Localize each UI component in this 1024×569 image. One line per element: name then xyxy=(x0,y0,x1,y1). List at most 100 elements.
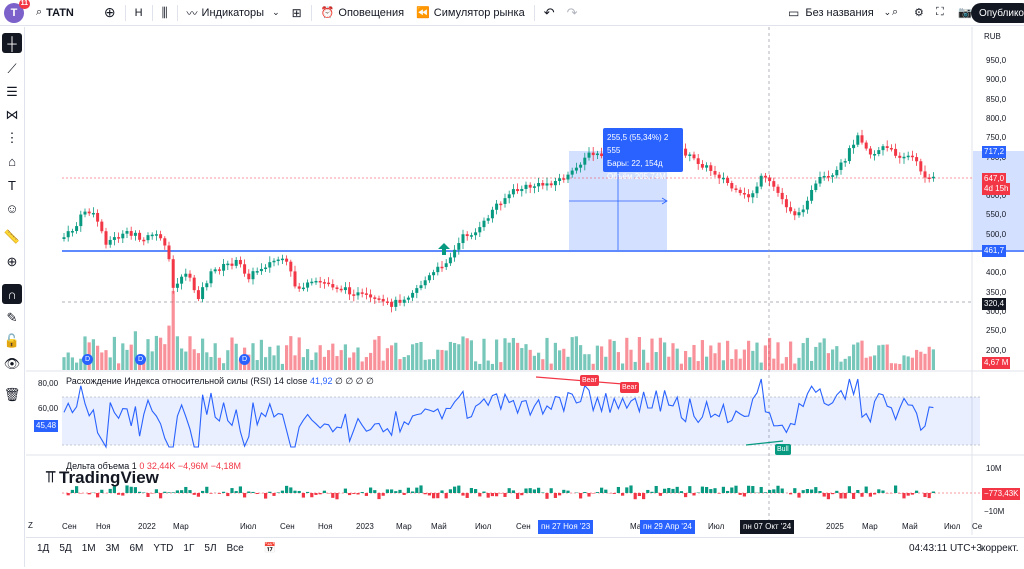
tradingview-logo[interactable]: ⫪ TradingView xyxy=(46,468,159,488)
delta-bar xyxy=(810,489,814,493)
redo-icon: ↷ xyxy=(566,4,578,20)
avatar[interactable]: T 11 xyxy=(4,0,30,23)
candle-body xyxy=(276,259,280,262)
zoom-icon[interactable]: ⊕ xyxy=(6,254,18,269)
undo-button[interactable]: ↶ xyxy=(538,0,561,26)
candle-body xyxy=(805,200,809,210)
volume-bar xyxy=(117,363,121,370)
brush-icon[interactable]: ⌂ xyxy=(8,153,16,169)
range-button[interactable]: YTD xyxy=(153,543,174,554)
date-range-button[interactable]: 📅 xyxy=(259,543,281,554)
range-button[interactable]: 6М xyxy=(129,543,144,554)
alerts-button[interactable]: ⏰ Оповещения xyxy=(315,0,410,26)
candle-body xyxy=(574,167,578,171)
candle-body xyxy=(558,178,562,181)
volume-bar xyxy=(205,352,209,370)
delta-params: 1 xyxy=(131,461,137,471)
pencil-lock-icon[interactable]: ✎ xyxy=(6,310,18,325)
magnet-icon[interactable]: ∩ xyxy=(2,284,22,304)
pattern-icon[interactable]: ⋈ xyxy=(5,107,19,122)
range-button[interactable]: 3М xyxy=(105,543,120,554)
fullscreen-button[interactable]: ⛶ xyxy=(930,0,950,26)
delta-bar xyxy=(553,493,557,498)
delta-bar xyxy=(343,488,347,493)
dividend-marker[interactable]: D xyxy=(82,354,93,365)
candle-body xyxy=(747,194,751,198)
templates-button[interactable]: ⊞ xyxy=(286,0,308,26)
volume-bar xyxy=(490,363,494,370)
candle-body xyxy=(205,283,209,288)
candle-body xyxy=(709,165,713,171)
candle-body xyxy=(209,271,213,284)
adjust-toggle[interactable]: коррект. xyxy=(981,543,1019,554)
zoom-z-icon[interactable]: Z xyxy=(28,521,33,530)
indicators-button[interactable]: 〰 Индикаторы ⌄ xyxy=(181,0,286,26)
volume-bar xyxy=(91,339,95,370)
delta-bar xyxy=(780,488,784,493)
candle-body xyxy=(499,203,503,206)
countdown-tag: 4d 15h xyxy=(982,183,1011,195)
replay-button[interactable]: ⏪ Симулятор рынка xyxy=(410,0,531,26)
volume-bar xyxy=(789,341,793,370)
layout-name: Без названия xyxy=(805,6,874,19)
emoji-icon[interactable]: ☺ xyxy=(5,200,19,216)
delta-bar xyxy=(738,493,742,495)
candle-body xyxy=(285,258,289,262)
quick-search-button[interactable]: ⌕ xyxy=(886,0,904,26)
delta-bar xyxy=(805,488,809,493)
delta-bar xyxy=(650,491,654,493)
currency-label[interactable]: RUB xyxy=(984,32,1001,41)
eye-icon[interactable]: 👁 xyxy=(3,356,21,371)
layout-button[interactable]: ▭ Без названия ⌄ xyxy=(782,0,897,26)
candle-body xyxy=(62,237,66,239)
gear-icon: ⚙ xyxy=(914,7,924,19)
volume-bar xyxy=(423,359,427,370)
trend-line-icon[interactable]: ⟋ xyxy=(7,61,17,76)
rewind-icon: ⏪ xyxy=(416,7,430,19)
interval-button[interactable]: H xyxy=(129,0,149,26)
volume-bar xyxy=(301,357,305,370)
chart-canvas[interactable] xyxy=(26,27,1024,535)
crosshair-icon[interactable]: ┼ xyxy=(2,33,22,53)
symbol-search[interactable]: ⌕ TATN xyxy=(30,0,80,26)
rsi-legend[interactable]: Расхождение Индекса относительной силы (… xyxy=(66,376,374,387)
publish-button[interactable]: Опублико xyxy=(970,3,1024,23)
delta-bar xyxy=(604,489,608,493)
range-button[interactable]: 1М xyxy=(81,543,96,554)
range-button[interactable]: 1Г xyxy=(183,543,195,554)
dividend-marker[interactable]: D xyxy=(135,354,146,365)
range-button[interactable]: 1Д xyxy=(37,543,50,554)
ruler-icon[interactable]: 📏 xyxy=(3,229,21,244)
delta-axis-top: 10M xyxy=(986,464,1002,473)
range-button[interactable]: Все xyxy=(226,543,244,554)
dividend-marker[interactable]: D xyxy=(239,354,250,365)
lock-icon[interactable]: 🔓 xyxy=(3,333,21,348)
delta-bar xyxy=(511,490,515,493)
price-tick: 800,0 xyxy=(986,113,1007,123)
text-icon[interactable]: T xyxy=(8,177,16,193)
delta-bar xyxy=(201,490,205,493)
chart-pane[interactable]: RUB 950,0900,0850,0800,0750,0700,0650,06… xyxy=(26,27,1024,535)
candle-body xyxy=(175,283,179,288)
delta-bar xyxy=(465,493,469,498)
trash-icon[interactable]: 🗑 xyxy=(3,387,21,402)
chart-type-button[interactable]: ⫼ xyxy=(156,0,174,26)
redo-button[interactable]: ↷ xyxy=(561,0,584,26)
volume-bar xyxy=(318,345,322,370)
candle-body xyxy=(860,135,864,143)
delta-legend[interactable]: Дельта объема 1 0 32,44K −4,96M −4,18M xyxy=(66,461,241,471)
range-button[interactable]: 5Л xyxy=(204,543,217,554)
delta-bar xyxy=(633,493,637,500)
screenshot-button[interactable]: 📷 xyxy=(952,0,978,26)
settings-button[interactable]: ⚙ xyxy=(908,0,930,26)
fib-icon[interactable]: ☰ xyxy=(6,84,18,99)
volume-bar xyxy=(721,360,725,370)
alerts-label: Оповещения xyxy=(338,6,405,19)
projection-icon[interactable]: ⋮ xyxy=(5,130,19,145)
compare-button[interactable]: ⊕ xyxy=(98,0,122,26)
volume-bar xyxy=(289,336,293,370)
delta-bar xyxy=(381,493,385,496)
range-button[interactable]: 5Д xyxy=(59,543,72,554)
time-crosshair-label: пн 07 Окт '24 xyxy=(740,520,795,534)
clock-label[interactable]: 04:43:11 UTC+3 xyxy=(909,543,982,554)
